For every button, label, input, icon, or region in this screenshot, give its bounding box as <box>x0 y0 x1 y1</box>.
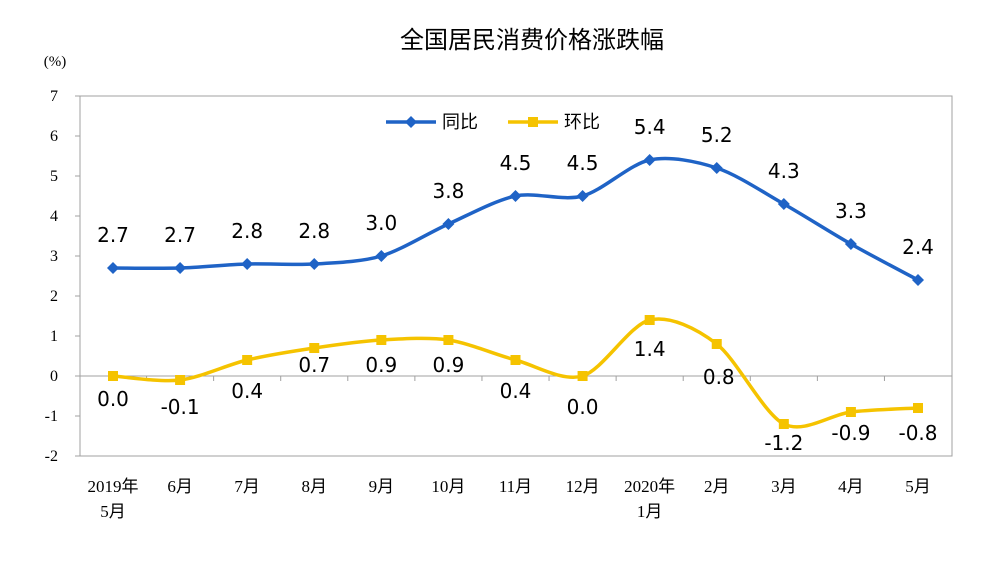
data-label-yoy: 2.7 <box>164 223 196 247</box>
data-point-yoy <box>174 262 187 274</box>
data-point-yoy <box>777 198 790 210</box>
data-point-mom <box>175 375 186 385</box>
data-label-yoy: 3.0 <box>365 211 397 235</box>
data-label-yoy: 3.3 <box>835 199 867 223</box>
y-tick-label: -2 <box>45 448 58 465</box>
x-tick-label: 8月 <box>302 477 328 496</box>
x-tick-label: 7月 <box>234 477 260 496</box>
data-label-yoy: 2.8 <box>298 219 330 243</box>
data-point-yoy <box>241 258 254 270</box>
y-tick-label: 1 <box>50 328 58 345</box>
data-label-mom: 0.9 <box>365 353 397 377</box>
data-point-mom <box>309 343 320 353</box>
data-label-mom: 0.9 <box>433 353 465 377</box>
data-label-yoy: 2.8 <box>231 219 263 243</box>
plot-border <box>79 95 953 457</box>
data-point-yoy <box>107 262 119 274</box>
data-point-mom <box>510 355 521 365</box>
x-tick-label: 6月 <box>167 477 193 496</box>
x-tick-label: 5月 <box>905 477 931 496</box>
data-point-yoy <box>710 162 723 174</box>
y-tick-label: 6 <box>50 128 58 145</box>
x-tick-label: 2019年 <box>88 477 139 496</box>
data-point-mom <box>778 419 789 429</box>
data-label-yoy: 5.4 <box>634 115 666 139</box>
y-tick-label: 2 <box>50 288 58 305</box>
data-label-mom: -0.1 <box>161 395 200 419</box>
data-point-mom <box>108 371 118 381</box>
data-label-mom: 0.7 <box>298 353 330 377</box>
y-tick-label: 5 <box>50 168 58 185</box>
data-point-mom <box>242 355 253 365</box>
data-point-mom <box>644 315 655 325</box>
y-tick-label: 3 <box>50 248 58 265</box>
data-label-mom: 1.4 <box>634 337 666 361</box>
x-tick-label: 1月 <box>637 502 663 521</box>
x-tick-label: 10月 <box>431 477 465 496</box>
data-label-yoy: 4.5 <box>500 151 532 175</box>
data-point-mom <box>845 407 856 417</box>
data-point-mom <box>913 403 923 413</box>
data-point-mom <box>711 339 722 349</box>
legend-marker-mom <box>528 117 538 127</box>
y-tick-label: 7 <box>50 88 58 105</box>
x-tick-label: 5月 <box>100 502 126 521</box>
legend-marker-yoy <box>405 116 417 128</box>
data-point-yoy <box>442 218 455 230</box>
x-tick-label: 2月 <box>704 477 730 496</box>
chart-title: 全国居民消费价格涨跌幅 <box>400 26 664 54</box>
y-tick-label: 0 <box>50 368 58 385</box>
x-tick-label: 4月 <box>838 477 864 496</box>
legend-label-mom: 环比 <box>564 112 600 133</box>
legend-label-yoy: 同比 <box>442 112 478 133</box>
data-label-yoy: 4.3 <box>768 159 800 183</box>
data-point-yoy <box>576 190 589 202</box>
data-label-mom: 0.4 <box>500 379 532 403</box>
y-axis-unit: (%) <box>44 54 67 70</box>
data-point-yoy <box>844 238 857 250</box>
data-label-mom: 0.0 <box>567 395 599 419</box>
data-point-yoy <box>308 258 321 270</box>
data-label-mom: 0.4 <box>231 379 263 403</box>
x-tick-label: 11月 <box>499 477 532 496</box>
data-label-yoy: 2.4 <box>902 235 934 259</box>
data-label-mom: -0.8 <box>898 421 937 445</box>
x-tick-label: 2020年 <box>624 477 675 496</box>
y-tick-label: -1 <box>45 408 58 425</box>
data-point-yoy <box>509 190 522 202</box>
data-label-yoy: 5.2 <box>701 123 733 147</box>
data-point-mom <box>577 371 588 381</box>
data-point-yoy <box>375 250 388 262</box>
data-point-yoy <box>643 154 656 166</box>
data-point-yoy <box>912 274 924 286</box>
x-tick-label: 12月 <box>566 477 600 496</box>
data-label-mom: 0.0 <box>97 387 129 411</box>
data-label-yoy: 2.7 <box>97 223 129 247</box>
data-label-yoy: 4.5 <box>567 151 599 175</box>
x-tick-label: 3月 <box>771 477 797 496</box>
y-tick-label: 4 <box>50 208 58 225</box>
data-label-mom: -0.9 <box>831 421 870 445</box>
data-point-mom <box>443 335 454 345</box>
data-label-mom: -1.2 <box>764 431 803 455</box>
data-label-mom: 0.8 <box>703 365 735 389</box>
x-tick-label: 9月 <box>369 477 395 496</box>
data-label-yoy: 3.8 <box>433 179 465 203</box>
data-point-mom <box>376 335 387 345</box>
series-line-mom <box>112 317 919 429</box>
plot-area: 7 6 5 4 3 2 1 0 -1 -2 2019年 5月 6月 7月 8月 9月 10月 11月 12月 2020… <box>45 88 953 521</box>
